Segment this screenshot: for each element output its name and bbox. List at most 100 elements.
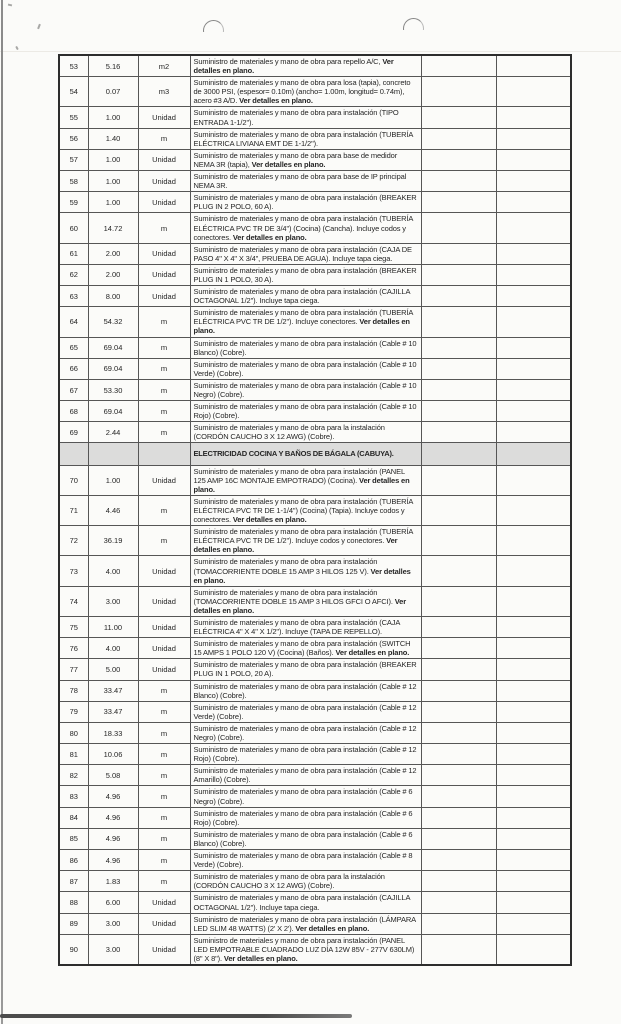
unit-price-cell-empty: [420, 336, 497, 359]
quantity-cell: 33.47: [87, 679, 139, 702]
table-row: 62 2.00 Unidad Suministro de materiales …: [58, 263, 572, 287]
description-text: Suministro de materiales y mano de obra …: [193, 639, 411, 658]
description-cell: Suministro de materiales y mano de obra …: [189, 525, 422, 557]
quantity-cell: 4.96: [87, 827, 139, 851]
item-number-cell: 58: [58, 170, 89, 193]
item-number-cell: 86: [58, 849, 89, 872]
quantity-cell: 1.00: [87, 464, 139, 496]
unit-cell: m: [137, 494, 191, 527]
total-price-cell-empty: [495, 212, 572, 244]
unit-price-cell-empty: [420, 870, 497, 893]
total-price-cell-empty: [495, 806, 572, 829]
description-text: Suministro de materiales y mano de obra …: [193, 172, 407, 191]
description-text: Suministro de materiales y mano de obra …: [193, 359, 417, 378]
item-number-cell: 78: [58, 679, 89, 702]
unit-price-cell-empty: [420, 464, 497, 496]
table-row: 71 4.46 m Suministro de materiales y man…: [58, 494, 572, 527]
unit-cell: m: [137, 378, 191, 402]
table-row: 55 1.00 Unidad Suministro de materiales …: [58, 106, 572, 129]
total-price-cell-empty: [495, 76, 572, 108]
total-price-cell-empty: [495, 615, 572, 639]
unit-cell: m: [137, 806, 191, 829]
description-text: Suministro de materiales y mano de obra …: [193, 851, 413, 870]
unit-price-cell-empty: [420, 378, 497, 402]
table-row: 72 36.19 m Suministro de materiales y ma…: [58, 525, 572, 557]
total-price-cell-empty: [495, 357, 572, 380]
quantity-cell: 53.30: [87, 378, 139, 402]
unit-price-cell-empty: [420, 212, 497, 244]
total-price-cell-empty: [495, 263, 572, 287]
total-price-cell-empty: [495, 933, 572, 966]
unit-cell: m3: [137, 76, 191, 108]
description-cell: Suministro de materiales y mano de obra …: [189, 870, 422, 893]
unit-price-cell-empty: [420, 637, 497, 660]
item-number-cell: 57: [58, 148, 89, 172]
table-row: 83 4.96 m Suministro de materiales y man…: [58, 785, 572, 808]
description-text: Suministro de materiales y mano de obra …: [193, 308, 413, 327]
table-row: 84 4.96 m Suministro de materiales y man…: [58, 806, 572, 829]
unit-cell: Unidad: [137, 263, 191, 287]
description-bold-note: Ver detalles en plano.: [193, 596, 407, 615]
total-price-cell-empty: [495, 464, 572, 496]
description-text: Suministro de materiales y mano de obra …: [193, 702, 417, 721]
table-row: 53 5.16 m2 Suministro de materiales y ma…: [58, 54, 572, 78]
description-cell: Suministro de materiales y mano de obra …: [189, 212, 422, 244]
unit-price-cell-empty: [420, 827, 497, 851]
table-row: 58 1.00 Unidad Suministro de materiales …: [58, 170, 572, 193]
item-number-cell: 90: [58, 933, 89, 966]
description-text: Suministro de materiales y mano de obra …: [193, 587, 395, 606]
pen-mark: [7, 3, 13, 7]
unit-cell: m: [137, 870, 191, 893]
unit-price-cell-empty: [420, 306, 497, 338]
description-cell: Suministro de materiales y mano de obra …: [189, 494, 422, 527]
description-cell: Suministro de materiales y mano de obra …: [189, 106, 422, 129]
unit-cell: m: [137, 785, 191, 808]
item-number-cell: 61: [58, 242, 89, 265]
item-number-cell: 87: [58, 870, 89, 893]
unit-cell: Unidad: [137, 106, 191, 129]
description-text: Suministro de materiales y mano de obra …: [193, 829, 413, 848]
description-text: Suministro de materiales y mano de obra …: [193, 214, 413, 242]
item-number-cell: 88: [58, 891, 89, 914]
quantity-cell: 3.00: [87, 585, 139, 617]
unit-price-cell-empty: [420, 743, 497, 766]
description-text: Suministro de materiales y mano de obra …: [193, 914, 416, 933]
unit-price-cell-empty: [420, 679, 497, 702]
item-number-cell: 59: [58, 191, 89, 214]
unit-price-cell-empty: [420, 700, 497, 723]
quantity-cell: 5.08: [87, 764, 139, 787]
description-cell: Suministro de materiales y mano de obra …: [189, 891, 422, 914]
description-cell: Suministro de materiales y mano de obra …: [189, 700, 422, 723]
item-number-cell: 63: [58, 285, 89, 308]
table-row: 65 69.04 m Suministro de materiales y ma…: [58, 336, 572, 359]
unit-cell: m: [137, 743, 191, 766]
unit-price-cell-empty: [420, 106, 497, 129]
unit-cell: Unidad: [137, 637, 191, 660]
description-cell: Suministro de materiales y mano de obra …: [189, 849, 422, 872]
description-cell: Suministro de materiales y mano de obra …: [189, 242, 422, 265]
unit-cell: m: [137, 421, 191, 444]
unit-cell: Unidad: [137, 615, 191, 639]
description-text: Suministro de materiales y mano de obra …: [193, 265, 417, 284]
item-number-cell: 85: [58, 827, 89, 851]
quantity-cell: 33.47: [87, 700, 139, 723]
total-price-cell-empty: [495, 242, 572, 265]
total-price-cell-empty: [495, 585, 572, 617]
description-text: Suministro de materiales y mano de obra …: [193, 466, 405, 485]
total-price-cell-empty: [495, 827, 572, 851]
table-row: 61 2.00 Unidad Suministro de materiales …: [58, 242, 572, 265]
unit-price-cell-empty: [420, 912, 497, 935]
total-price-cell-empty: [495, 891, 572, 914]
binder-ring-mark-icon: [402, 18, 426, 30]
description-cell: Suministro de materiales y mano de obra …: [189, 357, 422, 380]
description-bold-note: Ver detalles en plano.: [193, 536, 398, 555]
item-number-cell: 55: [58, 106, 89, 129]
item-number-cell: 62: [58, 263, 89, 287]
description-cell: Suministro de materiales y mano de obra …: [189, 615, 422, 639]
item-number-cell: 76: [58, 637, 89, 660]
item-number-cell: 70: [58, 464, 89, 496]
description-cell: Suministro de materiales y mano de obra …: [189, 170, 422, 193]
quantity-cell: 4.96: [87, 849, 139, 872]
unit-price-cell-empty: [420, 615, 497, 639]
item-number-cell: 53: [58, 54, 89, 78]
